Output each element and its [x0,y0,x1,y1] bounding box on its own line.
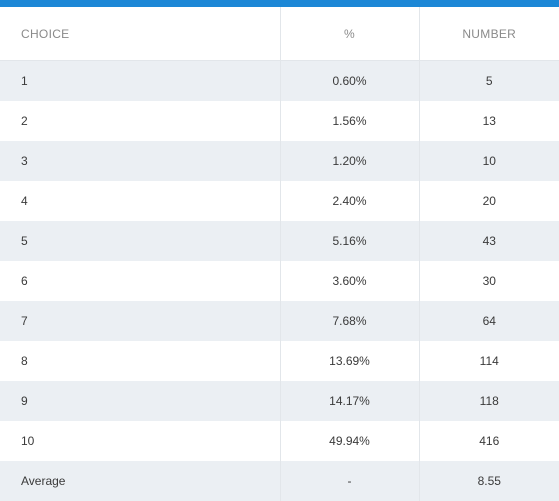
accent-bar [0,0,559,7]
table-row: 9 14.17% 118 [0,381,559,421]
percent-cell: 49.94% [279,421,419,461]
number-cell: 13 [418,101,559,141]
choice-cell: 5 [0,221,280,261]
average-label: Average [0,461,280,501]
average-percent: - [279,461,419,501]
choice-cell: 6 [0,261,280,301]
table-row: 5 5.16% 43 [0,221,559,261]
table-row: 10 49.94% 416 [0,421,559,461]
choice-cell: 4 [0,181,280,221]
choice-cell: 8 [0,341,280,381]
table-row: 6 3.60% 30 [0,261,559,301]
number-cell: 64 [418,301,559,341]
percent-cell: 7.68% [279,301,419,341]
choice-cell: 1 [0,60,280,101]
choice-cell: 3 [0,141,280,181]
percent-cell: 0.60% [279,60,419,101]
header-percent: % [279,7,419,61]
table-row: 2 1.56% 13 [0,101,559,141]
percent-cell: 2.40% [279,181,419,221]
results-table: CHOICE % NUMBER 1 0.60% 5 2 1.56% 13 3 1… [0,7,559,501]
table-row: 1 0.60% 5 [0,60,559,101]
number-cell: 10 [418,141,559,181]
percent-cell: 1.20% [279,141,419,181]
percent-cell: 13.69% [279,341,419,381]
choice-cell: 9 [0,381,280,421]
percent-cell: 5.16% [279,221,419,261]
header-choice: CHOICE [0,7,280,61]
percent-cell: 3.60% [279,261,419,301]
number-cell: 43 [418,221,559,261]
header-row: CHOICE % NUMBER [0,7,559,61]
number-cell: 20 [418,181,559,221]
number-cell: 118 [418,381,559,421]
header-number: NUMBER [418,7,559,61]
number-cell: 416 [418,421,559,461]
number-cell: 114 [418,341,559,381]
table-row: 4 2.40% 20 [0,181,559,221]
percent-cell: 1.56% [279,101,419,141]
choice-cell: 2 [0,101,280,141]
average-row: Average - 8.55 [0,461,559,501]
table-row: 7 7.68% 64 [0,301,559,341]
percent-cell: 14.17% [279,381,419,421]
table-row: 3 1.20% 10 [0,141,559,181]
table-row: 8 13.69% 114 [0,341,559,381]
number-cell: 5 [418,60,559,101]
choice-cell: 10 [0,421,280,461]
number-cell: 30 [418,261,559,301]
average-value: 8.55 [418,461,559,501]
choice-cell: 7 [0,301,280,341]
